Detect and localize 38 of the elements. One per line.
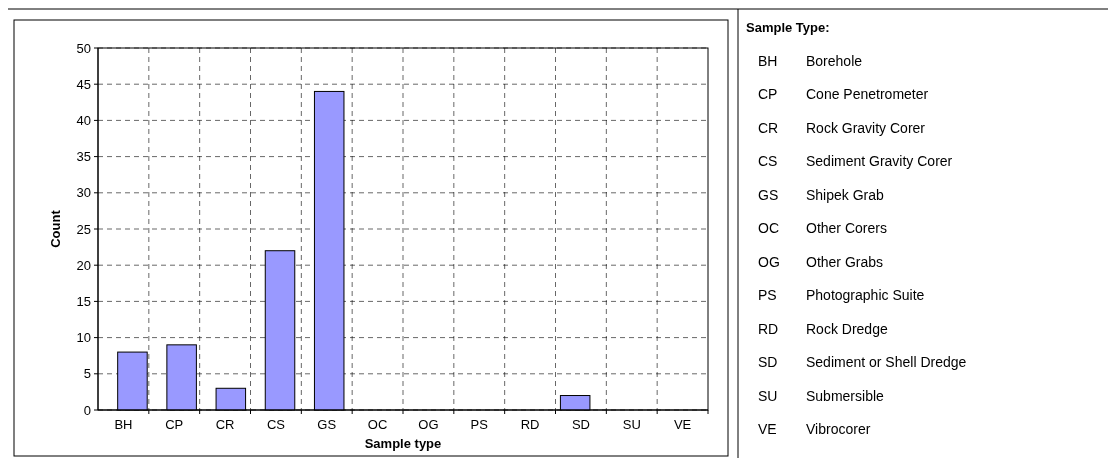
- y-tick-label: 40: [76, 112, 91, 128]
- y-tick-label: 5: [83, 366, 91, 382]
- x-tick-label: OG: [418, 417, 439, 432]
- y-tick-label: 30: [76, 185, 91, 201]
- text: CR Rock Gravity Corer: [758, 119, 926, 136]
- x-tick-label: GS: [317, 417, 337, 432]
- y-tick-label: 25: [76, 221, 91, 237]
- y-tick-label: 50: [76, 40, 91, 56]
- text: SU Submersible: [758, 387, 884, 404]
- x-axis-title: Sample type: [364, 436, 442, 451]
- x-tick-label: CR: [215, 417, 235, 432]
- x-tick-label: SU: [622, 417, 641, 432]
- x-tick-label: CS: [266, 417, 286, 432]
- text: CP Cone Penetrometer: [758, 86, 929, 102]
- x-tick-label: RD: [520, 417, 540, 432]
- text: Sample Type:: [746, 20, 830, 35]
- text: CS Sediment Gravity Corer: [758, 153, 953, 169]
- y-tick-label: 35: [76, 149, 91, 165]
- y-tick-label: 10: [76, 330, 91, 346]
- text: SD Sediment or Shell Dredge: [758, 354, 967, 370]
- y-axis-title: Count: [48, 209, 63, 248]
- x-tick-label: BH: [114, 417, 133, 432]
- text: RD Rock Dredge: [758, 320, 888, 337]
- text: OG Other Grabs: [758, 253, 884, 270]
- text: GS Shipek Grab: [758, 186, 884, 203]
- x-tick-label: CP: [165, 417, 184, 432]
- x-tick-label: OC: [367, 417, 388, 432]
- y-tick-label: 15: [76, 293, 91, 309]
- text: VE Vibrocorer: [758, 421, 871, 437]
- text: OC Other Corers: [758, 220, 887, 236]
- text: BH Borehole: [758, 52, 863, 69]
- x-tick-label: VE: [673, 417, 692, 432]
- x-tick-label: SD: [571, 417, 590, 432]
- y-tick-label: 45: [76, 76, 91, 92]
- x-tick-label: PS: [470, 417, 489, 432]
- text: PS Photographic Suite: [758, 287, 925, 303]
- y-tick-label: 20: [76, 257, 91, 273]
- y-tick-label: 0: [83, 402, 91, 418]
